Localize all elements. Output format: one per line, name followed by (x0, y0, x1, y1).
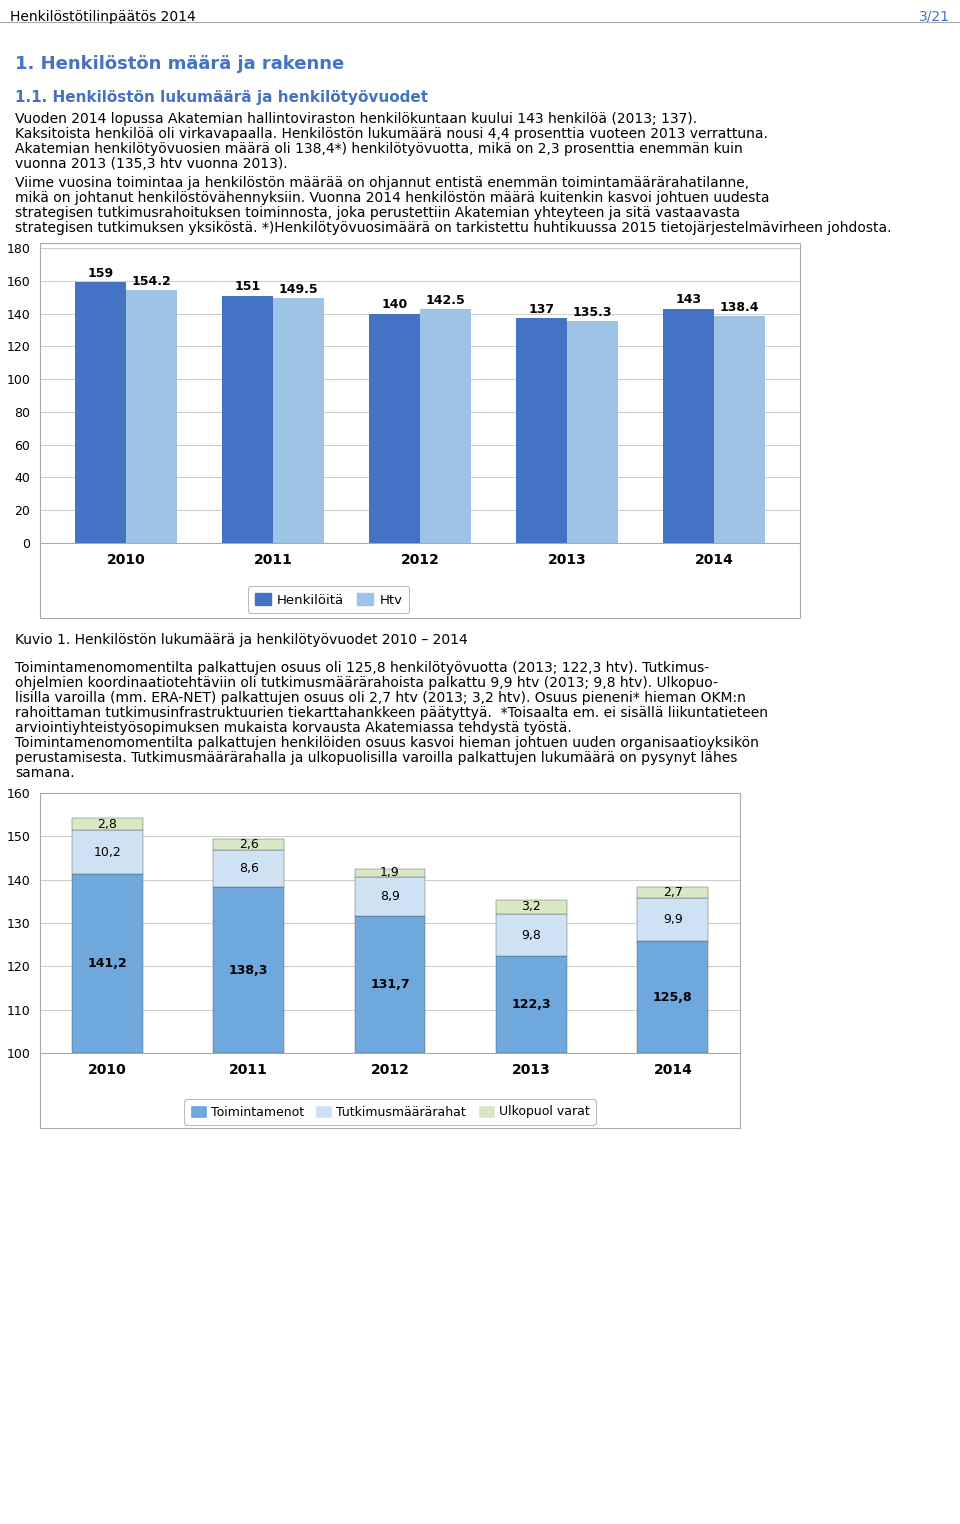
Text: Kaksitoista henkilöä oli virkavapaalla. Henkilöstön lukumäärä nousi 4,4 prosentt: Kaksitoista henkilöä oli virkavapaalla. … (15, 126, 768, 142)
Bar (714, 315, 765, 543)
Text: 142.5: 142.5 (426, 294, 466, 306)
Text: 122,3: 122,3 (512, 998, 551, 1012)
Text: Toimintamenomomentilta palkattujen osuus oli 125,8 henkilötyövuotta (2013; 122,3: Toimintamenomomentilta palkattujen osuus… (15, 661, 709, 675)
Text: 2,7: 2,7 (663, 885, 683, 899)
Text: 131,7: 131,7 (371, 978, 410, 991)
Text: rahoittaman tutkimusinfrastruktuurien tiekarttahankkeen päätyttyä.  *Toisaalta e: rahoittaman tutkimusinfrastruktuurien ti… (15, 706, 768, 719)
Text: 159: 159 (87, 267, 113, 280)
Text: strategisen tutkimusrahoituksen toiminnosta, joka perustettiin Akatemian yhteyte: strategisen tutkimusrahoituksen toiminno… (15, 206, 740, 219)
Text: Vuoden 2014 lopussa Akatemian hallintoviraston henkilökuntaan kuului 143 henkilö: Vuoden 2014 lopussa Akatemian hallintovi… (15, 111, 697, 126)
Bar (637, 898, 708, 942)
Text: 138.4: 138.4 (720, 300, 759, 314)
Text: 8,9: 8,9 (380, 890, 400, 902)
Bar (516, 319, 567, 543)
Bar (496, 914, 566, 957)
Text: Akatemian henkilötyövuosien määrä oli 138,4*) henkilötyövuotta, mikä on 2,3 pros: Akatemian henkilötyövuosien määrä oli 13… (15, 142, 743, 155)
Text: 1. Henkilöstön määrä ja rakenne: 1. Henkilöstön määrä ja rakenne (15, 55, 345, 73)
Bar (354, 878, 425, 916)
Text: 9,8: 9,8 (521, 928, 541, 942)
Text: vuonna 2013 (135,3 htv vuonna 2013).: vuonna 2013 (135,3 htv vuonna 2013). (15, 157, 288, 171)
Text: 149.5: 149.5 (279, 282, 319, 296)
Text: arviointiyhteistyösopimuksen mukaista korvausta Akatemiassa tehdystä työstä.: arviointiyhteistyösopimuksen mukaista ko… (15, 721, 572, 735)
Text: 141,2: 141,2 (87, 957, 127, 971)
Text: lisilla varoilla (mm. ERA-NET) palkattujen osuus oli 2,7 htv (2013; 3,2 htv). Os: lisilla varoilla (mm. ERA-NET) palkattuj… (15, 690, 746, 706)
Text: 10,2: 10,2 (93, 846, 121, 860)
Text: perustamisesta. Tutkimusmäärärahalla ja ulkopuolisilla varoilla palkattujen luku: perustamisesta. Tutkimusmäärärahalla ja … (15, 751, 737, 765)
Text: 9,9: 9,9 (663, 913, 683, 927)
Text: 151: 151 (234, 280, 260, 293)
Text: ohjelmien koordinaatiotehtäviin oli tutkimusmäärärahoista palkattu 9,9 htv (2013: ohjelmien koordinaatiotehtäviin oli tutk… (15, 677, 718, 690)
Bar (496, 901, 566, 914)
Bar (213, 838, 284, 850)
Text: mikä on johtanut henkilöstövähennyksiin. Vuonna 2014 henkilöstön määrä kuitenkin: mikä on johtanut henkilöstövähennyksiin.… (15, 190, 770, 206)
Text: 137: 137 (528, 303, 554, 315)
Bar (273, 299, 324, 543)
Bar (126, 290, 178, 543)
Bar (637, 887, 708, 898)
Text: samana.: samana. (15, 767, 75, 780)
Legend: Henkilöitä, Htv: Henkilöitä, Htv (248, 587, 410, 613)
Bar (637, 942, 708, 1053)
Text: 3/21: 3/21 (919, 11, 950, 24)
Bar (420, 309, 471, 543)
Text: Henkilöstötilinpäätös 2014: Henkilöstötilinpäätös 2014 (10, 11, 196, 24)
Text: Kuvio 1. Henkilöstön lukumäärä ja henkilötyövuodet 2010 – 2014: Kuvio 1. Henkilöstön lukumäärä ja henkil… (15, 632, 468, 648)
Bar (72, 875, 142, 1053)
Bar (213, 887, 284, 1053)
Bar (75, 282, 126, 543)
Text: 8,6: 8,6 (239, 863, 258, 875)
Text: strategisen tutkimuksen yksiköstä. *)Henkilötyövuosimäärä on tarkistettu huhtiku: strategisen tutkimuksen yksiköstä. *)Hen… (15, 221, 892, 235)
Bar (72, 818, 142, 831)
Text: 2,8: 2,8 (97, 818, 117, 831)
Text: 1,9: 1,9 (380, 867, 400, 879)
Text: Toimintamenomomentilta palkattujen henkilöiden osuus kasvoi hieman johtuen uuden: Toimintamenomomentilta palkattujen henki… (15, 736, 758, 750)
Text: 154.2: 154.2 (132, 274, 172, 288)
Bar (354, 869, 425, 878)
Bar (567, 322, 618, 543)
Bar (354, 916, 425, 1053)
Text: 3,2: 3,2 (521, 901, 541, 913)
Bar (222, 296, 273, 543)
Text: 2,6: 2,6 (239, 838, 258, 850)
Text: 138,3: 138,3 (228, 963, 268, 977)
Text: 1.1. Henkilöstön lukumäärä ja henkilötyövuodet: 1.1. Henkilöstön lukumäärä ja henkilötyö… (15, 90, 428, 105)
Bar (72, 831, 142, 875)
Bar (213, 850, 284, 887)
Text: 125,8: 125,8 (653, 991, 693, 1004)
Bar (369, 314, 420, 543)
Text: 143: 143 (675, 293, 702, 306)
Text: Viime vuosina toimintaa ja henkilöstön määrää on ohjannut entistä enemmän toimin: Viime vuosina toimintaa ja henkilöstön m… (15, 175, 749, 190)
Bar (662, 309, 714, 543)
Bar (496, 957, 566, 1053)
Text: 135.3: 135.3 (573, 306, 612, 319)
Text: 140: 140 (381, 299, 407, 311)
Legend: Toimintamenot, Tutkimusmäärärahat, Ulkopuol varat: Toimintamenot, Tutkimusmäärärahat, Ulkop… (184, 1099, 595, 1125)
